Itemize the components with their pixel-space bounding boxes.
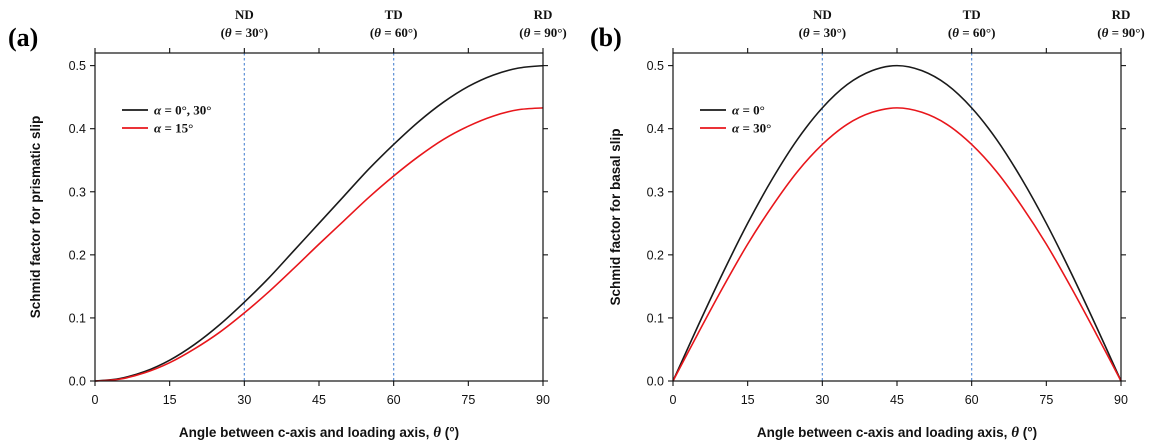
panel-label: (a)	[8, 23, 38, 52]
top-sublabel-rd: (θ = 90°)	[1097, 25, 1145, 40]
top-sublabel-rd: (θ = 90°)	[519, 25, 567, 40]
series-line-1	[672, 64, 1122, 382]
y-tick-label: 0.4	[69, 122, 86, 136]
series-line-1	[94, 64, 544, 382]
chart-panel-a: (a) 0 15 30 45 60 75 90 0.0 0.1 0.2 0.3 0.4 0.5 Angle …	[8, 7, 567, 441]
y-tick-label: 0.0	[69, 375, 86, 389]
series-line-2	[672, 107, 1122, 382]
y-tick-label: 0.3	[647, 185, 664, 199]
y-tick-label: 0.3	[69, 185, 86, 199]
top-label-td: TD	[963, 7, 981, 22]
top-sublabel-nd: (θ = 30°)	[221, 25, 269, 40]
series-line-2	[94, 107, 544, 382]
x-tick-label: 15	[741, 393, 755, 407]
x-tick-label: 60	[387, 393, 401, 407]
y-tick-label: 0.5	[647, 59, 664, 73]
panel-label: (b)	[590, 23, 622, 52]
x-tick-label: 15	[163, 393, 177, 407]
x-tick-label: 30	[815, 393, 829, 407]
y-tick-label: 0.0	[647, 375, 664, 389]
x-tick-label: 60	[965, 393, 979, 407]
y-tick-label: 0.2	[647, 248, 664, 262]
legend-label-2: α = 15°	[154, 121, 193, 136]
x-tick-label: 0	[92, 393, 99, 407]
top-sublabel-nd: (θ = 30°)	[799, 25, 847, 40]
x-tick-label: 0	[670, 393, 677, 407]
y-tick-label: 0.5	[69, 59, 86, 73]
x-tick-label: 75	[1039, 393, 1053, 407]
legend-label-1: α = 0°, 30°	[154, 103, 212, 118]
y-tick-label: 0.4	[647, 122, 664, 136]
legend-label-2: α = 30°	[732, 121, 771, 136]
top-label-rd: RD	[1112, 7, 1131, 22]
x-tick-label: 75	[461, 393, 475, 407]
top-label-nd: ND	[235, 7, 254, 22]
top-label-rd: RD	[534, 7, 553, 22]
chart-panel-b: (b) 0 15 30 45 60 75 90 0.0 0.1 0.2 0.3 0.4 0.5 Angle …	[590, 7, 1145, 441]
x-tick-label: 30	[237, 393, 251, 407]
x-tick-label: 90	[536, 393, 550, 407]
top-sublabel-td: (θ = 60°)	[948, 25, 996, 40]
x-tick-label: 90	[1114, 393, 1128, 407]
top-label-nd: ND	[813, 7, 832, 22]
x-tick-label: 45	[890, 393, 904, 407]
x-tick-label: 45	[312, 393, 326, 407]
y-tick-label: 0.1	[647, 311, 664, 325]
x-axis-label: Angle between c-axis and loading axis, θ…	[757, 425, 1037, 441]
y-axis-label: Schmid factor for basal slip	[608, 128, 623, 305]
y-axis-label: Schmid factor for prismatic slip	[28, 116, 43, 319]
x-axis-label: Angle between c-axis and loading axis, θ…	[179, 425, 459, 441]
y-tick-label: 0.1	[69, 311, 86, 325]
y-tick-label: 0.2	[69, 248, 86, 262]
top-label-td: TD	[385, 7, 403, 22]
legend-label-1: α = 0°	[732, 103, 765, 118]
top-sublabel-td: (θ = 60°)	[370, 25, 418, 40]
